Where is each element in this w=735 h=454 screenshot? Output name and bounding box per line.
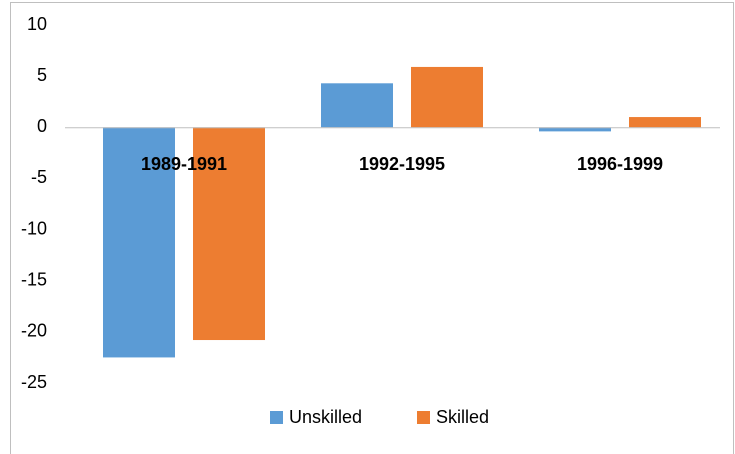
x-tick-label: 1992-1995 <box>359 154 445 174</box>
bar <box>103 127 175 358</box>
chart-frame <box>10 2 734 454</box>
legend-label: Unskilled <box>289 407 362 427</box>
bar <box>629 117 701 128</box>
legend-swatch <box>270 411 283 424</box>
y-tick-label: -10 <box>21 218 47 238</box>
legend-label: Skilled <box>436 407 489 427</box>
bar <box>411 66 483 128</box>
y-tick-label: 10 <box>27 14 47 34</box>
bar <box>539 127 611 132</box>
y-tick-label: -5 <box>31 167 47 187</box>
y-tick-label: 5 <box>37 65 47 85</box>
legend-swatch <box>417 411 430 424</box>
y-tick-label: -15 <box>21 269 47 289</box>
x-tick-label: 1996-1999 <box>577 154 663 174</box>
bar <box>193 127 265 341</box>
bar <box>321 83 393 128</box>
y-tick-label: -25 <box>21 372 47 392</box>
y-tick-label: 0 <box>37 116 47 136</box>
x-tick-label: 1989-1991 <box>141 154 227 174</box>
y-tick-label: -20 <box>21 321 47 341</box>
